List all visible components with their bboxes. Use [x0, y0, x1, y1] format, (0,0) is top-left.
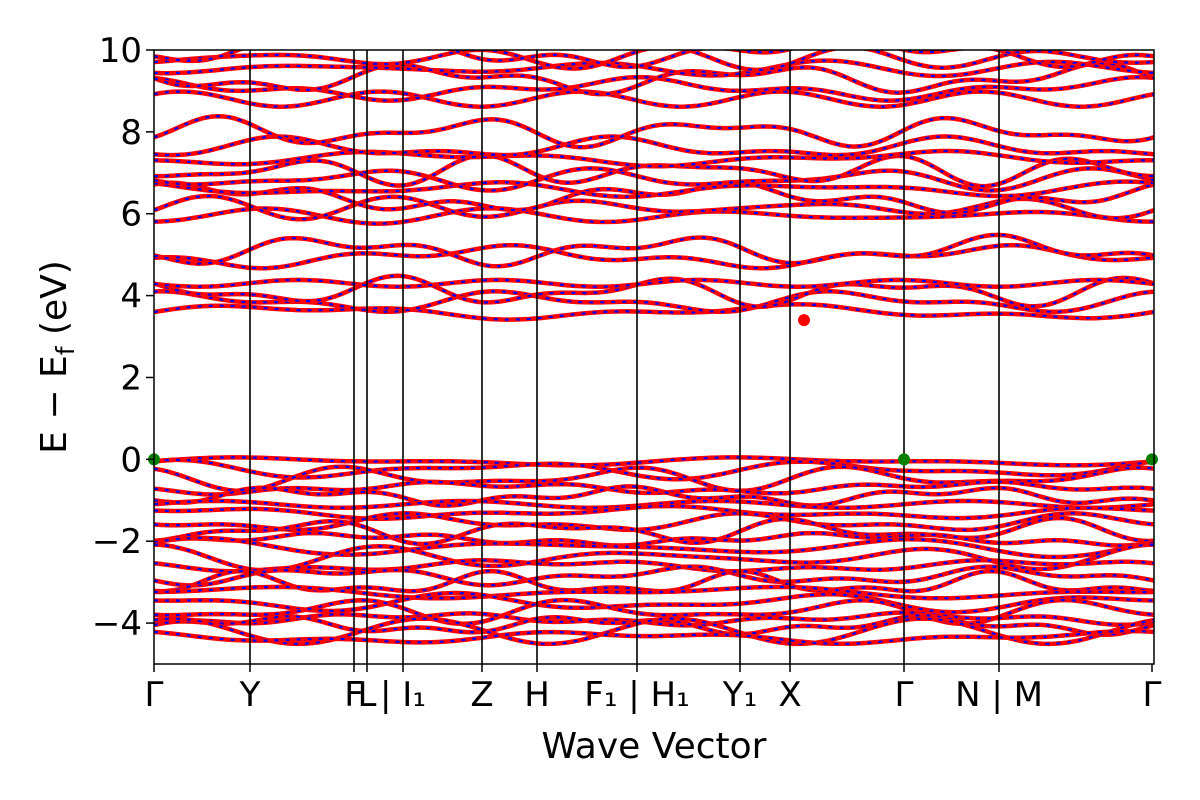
band-21-dashed	[154, 456, 1154, 467]
band-3-dashed	[154, 278, 1154, 288]
band-12-solid	[154, 148, 1154, 169]
band-24-dashed	[154, 480, 1154, 496]
band-36-dashed	[154, 585, 1154, 600]
band-34-dashed	[154, 565, 1154, 587]
extrema-markers	[148, 314, 1158, 466]
y-tick-label: −2	[92, 522, 142, 562]
band-5-solid	[154, 232, 1154, 269]
y-axis-title-sub: f	[51, 345, 80, 355]
x-tick-label: H	[524, 675, 550, 715]
band-39-dashed	[154, 611, 1154, 627]
x-tick-label: Γ	[145, 675, 164, 715]
x-tick-label: L	[358, 675, 377, 715]
y-tick-label: 0	[120, 440, 142, 480]
band-27-dashed	[154, 504, 1154, 520]
vbm-marker	[1146, 453, 1158, 466]
x-tick-label: Γ	[895, 675, 914, 715]
band-12-dashed	[154, 149, 1154, 168]
x-tick-label: Y₁	[722, 675, 757, 715]
cbm-marker	[798, 314, 810, 327]
kpoint-separators	[249, 50, 1000, 664]
band-37-dashed	[154, 591, 1154, 614]
band-29-dashed	[154, 516, 1154, 546]
band-3-solid	[154, 277, 1154, 289]
band-2-dashed	[154, 274, 1154, 308]
x-tick-label: F₁ | H₁	[584, 675, 689, 715]
y-tick-label: 2	[120, 358, 142, 398]
band-28-dashed	[154, 512, 1154, 532]
band-41-solid	[154, 616, 1154, 647]
band-25-dashed	[154, 485, 1154, 507]
band-17-dashed	[154, 62, 1154, 96]
band-0-dashed	[154, 303, 1154, 321]
band-40-dashed	[154, 614, 1154, 636]
band-10-dashed	[154, 167, 1154, 192]
band-4-dashed	[154, 244, 1154, 270]
band-4-solid	[154, 242, 1154, 271]
band-20-dashed	[154, 50, 1154, 68]
y-axis-title-main: E − E	[34, 355, 75, 454]
band-15-dashed	[154, 90, 1154, 108]
y-tick-label: 4	[120, 277, 142, 317]
band-30-dashed	[154, 532, 1154, 547]
band-42-dashed	[154, 630, 1154, 645]
band-13-solid	[154, 134, 1154, 158]
vbm-marker	[898, 453, 910, 466]
y-tick-label: 8	[120, 113, 142, 153]
band-13-dashed	[154, 135, 1154, 157]
band-33-dashed	[154, 559, 1154, 573]
y-tick-label: −4	[92, 604, 142, 644]
band-36-solid	[154, 584, 1154, 601]
band-18-dashed	[154, 59, 1154, 78]
y-tick-label: 10	[99, 31, 142, 71]
band-32-dashed	[154, 543, 1154, 572]
x-axis-ticks: Γ Y FL | I₁ Z H F₁ | H₁ Y₁ X Γ N | M Γ	[145, 664, 1162, 715]
y-tick-label: 6	[120, 195, 142, 235]
x-tick-label: Y	[239, 675, 261, 715]
plot-frame	[153, 49, 1155, 665]
x-tick-label: N | M	[955, 675, 1043, 715]
x-tick-label: | I₁	[380, 675, 426, 715]
x-tick-label: Γ	[1143, 675, 1162, 715]
x-tick-label: X	[778, 675, 801, 715]
x-tick-label: Z	[470, 675, 493, 715]
band-lines	[154, 50, 1154, 647]
band-34-solid	[154, 564, 1154, 588]
y-axis-ticks: −4 −2 0 2 4 6 8 10	[92, 31, 154, 644]
band-9-dashed	[154, 180, 1154, 198]
band-1-dashed	[154, 290, 1154, 313]
y-axis-title-unit: (eV)	[34, 260, 75, 346]
band-14-dashed	[154, 115, 1154, 149]
x-tick-label: F	[344, 675, 364, 715]
band-7-dashed	[154, 194, 1154, 221]
band-26-dashed	[154, 499, 1154, 509]
y-axis-title: E − Ef (eV)	[34, 260, 80, 454]
x-axis-title: Wave Vector	[542, 726, 767, 767]
band-31-dashed	[154, 536, 1154, 559]
band-22-dashed	[154, 458, 1154, 481]
band-19-dashed	[154, 50, 1154, 71]
